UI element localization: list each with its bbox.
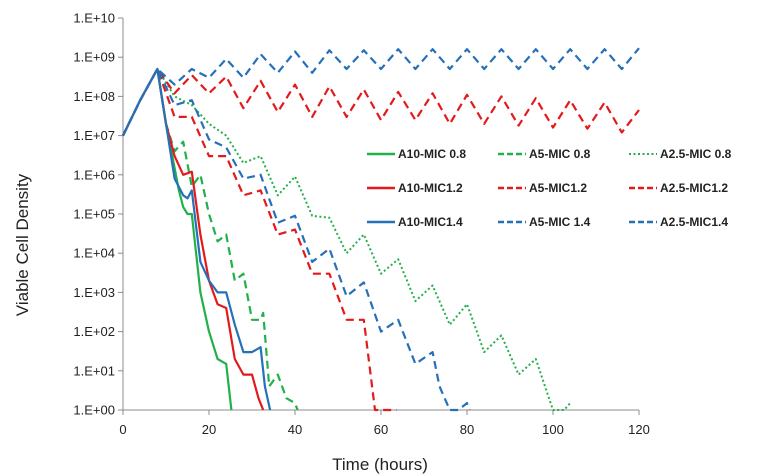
y-tick-label: 1.E+09 — [73, 50, 115, 65]
x-axis-title: Time (hours) — [332, 455, 428, 474]
series-line-a2-5-mic1-4 — [122, 47, 640, 137]
legend-label: A10-MIC1.4 — [398, 215, 463, 229]
series-line-a10-mic-0-8 — [122, 67, 233, 411]
series-line-a5-mic1-2 — [122, 67, 397, 412]
series-line-a10-mic1-4 — [122, 67, 272, 411]
legend-label: A10-MIC 0.8 — [398, 147, 466, 161]
series-line-a5-mic-0-8 — [122, 67, 299, 411]
y-tick-label: 1.E+07 — [73, 128, 115, 143]
y-tick-label: 1.E+06 — [73, 167, 115, 182]
legend-label: A5-MIC 0.8 — [529, 147, 591, 161]
plot-area — [122, 47, 640, 412]
y-tick-label: 1.E+01 — [73, 363, 115, 378]
x-tick-label: 60 — [374, 422, 388, 437]
x-tick-label: 100 — [542, 422, 564, 437]
x-tick-label: 20 — [202, 422, 216, 437]
x-tick-label: 40 — [288, 422, 302, 437]
y-tick-label: 1.E+02 — [73, 324, 115, 339]
series-line-a5-mic-1-4 — [122, 67, 471, 412]
x-tick-label: 80 — [460, 422, 474, 437]
legend-label: A2.5-MIC1.2 — [660, 181, 728, 195]
legend: A10-MIC 0.8 A5-MIC 0.8 A2.5-MIC 0.8 A10-MIC… — [367, 147, 732, 229]
y-tick-label: 1.E+05 — [73, 207, 115, 222]
y-tick-label: 1.E+03 — [73, 285, 115, 300]
legend-label: A2.5-MIC1.4 — [660, 215, 728, 229]
legend-label: A5-MIC 1.4 — [529, 215, 591, 229]
y-tick-label: 1.E+00 — [73, 403, 115, 418]
y-axis-title: Viable Cell Density — [13, 173, 32, 316]
series-line-a2-5-mic1-2 — [122, 67, 640, 137]
x-tick-label: 120 — [628, 422, 650, 437]
y-tick-label: 1.E+08 — [73, 89, 115, 104]
x-tick-label: 0 — [119, 422, 126, 437]
legend-label: A2.5-MIC 0.8 — [660, 147, 732, 161]
legend-label: A5-MIC1.2 — [529, 181, 587, 195]
y-tick-label: 1.E+10 — [73, 11, 115, 26]
y-tick-label: 1.E+04 — [73, 246, 115, 261]
axes: 1.E+00 1.E+01 1.E+02 1.E+03 1.E+04 1.E+05 1.E+… — [73, 11, 649, 438]
series-line-a2-5-mic-0-8 — [122, 68, 571, 411]
legend-label: A10-MIC1.2 — [398, 181, 463, 195]
